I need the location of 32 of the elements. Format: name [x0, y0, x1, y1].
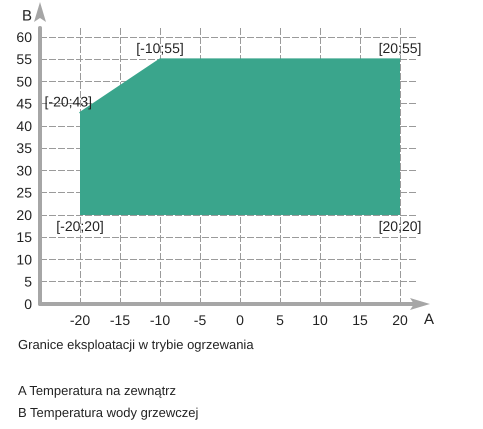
annotation: [20;20] [378, 218, 422, 234]
x-tick-label: -10 [150, 312, 170, 328]
x-axis-title: A [424, 311, 434, 328]
y-tick-label: 50 [16, 73, 32, 90]
x-tick-label: 10 [312, 312, 328, 328]
y-tick-label: 0 [24, 296, 32, 312]
y-tick-label: 40 [16, 118, 32, 134]
y-axis-title: B [22, 8, 32, 24]
y-tick-label: 20 [16, 206, 32, 223]
text: A Temperatura na zewnątrz [18, 383, 176, 398]
x-tick-label: 5 [276, 312, 284, 328]
x-tick-label: -5 [194, 312, 206, 328]
y-tick-label: 30 [16, 162, 32, 178]
annotation: [-10;55] [136, 40, 184, 56]
x-tick-label: -20 [70, 312, 90, 328]
annotation: [-20;20] [56, 218, 104, 234]
x-tick-label: 0 [236, 312, 244, 328]
y-tick-label: 15 [16, 229, 32, 246]
y-tick-label: 10 [16, 251, 32, 268]
text: B Temperatura wody grzewczej [18, 405, 199, 420]
y-tick-label: 60 [16, 28, 32, 45]
y-tick-label: 25 [16, 184, 32, 201]
x-tick-label: -15 [110, 312, 130, 328]
annotation: [-20;43] [44, 94, 92, 110]
y-tick-label: 35 [16, 140, 32, 156]
y-tick-label: 5 [24, 274, 32, 290]
y-tick-label: 55 [16, 51, 32, 68]
x-tick-label: 20 [392, 312, 408, 328]
annotation: [20;55] [378, 40, 422, 56]
x-tick-label: 15 [352, 312, 368, 328]
y-tick-label: 45 [16, 96, 32, 112]
text: Granice eksploatacji w trybie ogrzewania [18, 337, 254, 352]
